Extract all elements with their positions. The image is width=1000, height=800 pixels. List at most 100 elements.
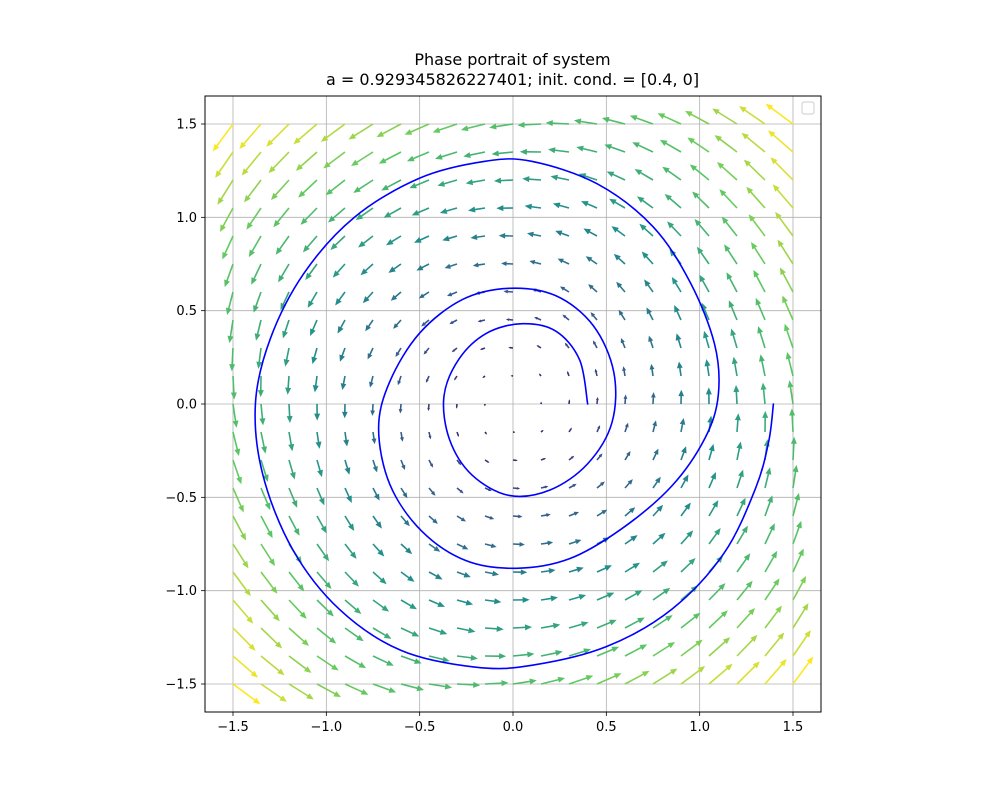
field-arrow [734,413,741,433]
field-arrow [792,603,809,629]
field-arrow [566,370,570,377]
field-arrow [390,291,402,301]
field-arrow [411,207,430,216]
field-arrow [652,420,657,433]
field-arrow [652,532,666,545]
field-arrow [568,399,571,405]
field-arrow [538,373,542,377]
x-tick-label: −1.5 [217,720,249,735]
field-arrow [484,403,486,407]
field-arrow [692,191,710,209]
field-arrow [350,151,374,166]
field-arrow [400,627,420,637]
field-arrow [344,543,357,559]
field-arrow [664,193,682,209]
field-arrow [414,235,430,243]
field-arrow [703,330,710,349]
field-arrow [484,431,488,435]
field-arrow [344,599,362,615]
field-arrow [300,207,318,225]
field-arrow [362,291,374,304]
field-arrow [512,651,535,658]
field-arrow [680,666,706,685]
field-arrow [675,333,682,349]
field-arrow [736,634,758,657]
field-arrow [310,319,318,336]
field-arrow [746,186,766,209]
y-tick-label: −0.5 [165,491,197,506]
chart-title: Phase portrait of system [414,50,611,69]
field-arrow [696,246,710,265]
field-arrow [632,142,654,153]
field-arrow [260,543,275,567]
field-arrow [372,599,390,612]
trajectory-layer [254,158,775,670]
field-arrow [755,297,766,321]
field-arrow [456,571,471,578]
field-arrow [652,615,673,629]
field-arrow [400,543,413,555]
field-arrow [293,123,318,145]
field-arrow [367,347,374,360]
field-arrow [344,487,352,503]
y-axis: −1.5 −1.0 −0.5 0.0 0.5 1.0 1.5 [165,118,205,693]
field-arrow [624,422,629,433]
x-tick-label: 0.0 [503,720,524,735]
field-arrow [519,148,542,155]
field-arrow [275,235,290,255]
field-arrow [636,196,654,209]
field-arrow [256,347,263,369]
x-axis: −1.5 −1.0 −0.5 0.0 0.5 1.0 1.5 [217,712,803,735]
y-tick-label: 1.0 [176,211,197,226]
field-arrow [540,457,547,461]
field-arrow [230,375,237,400]
field-arrow [787,380,794,405]
field-arrow [671,277,682,293]
field-arrow [646,307,654,321]
field-arrow [512,596,530,603]
field-arrow [416,263,430,271]
field-arrow [624,644,648,657]
field-arrow [311,347,318,365]
field-arrow [624,670,650,685]
field-arrow [751,241,766,265]
field-arrow [484,680,509,687]
field-arrow [400,487,408,499]
field-arrow [648,335,654,349]
field-arrow [652,668,678,685]
field-arrow [529,260,542,265]
field-arrow [339,347,346,362]
field-arrow [652,448,659,461]
field-arrow [266,123,290,147]
field-arrow [623,394,628,405]
field-arrow [369,375,374,388]
field-arrow [699,274,710,293]
field-arrow [596,481,605,489]
field-arrow [288,599,307,619]
field-arrow [332,263,346,278]
field-arrow [470,234,486,241]
field-arrow [397,375,402,386]
x-tick-label: −1.0 [311,720,343,735]
field-arrow [704,359,711,377]
field-arrow [372,571,387,585]
field-arrow [353,179,374,193]
field-arrow [594,368,598,377]
field-arrow [288,571,305,592]
field-arrow [792,520,802,545]
field-arrow [721,216,738,237]
field-arrow [232,431,241,457]
field-arrow [254,319,262,341]
field-arrow [493,177,514,184]
field-arrow [540,540,554,546]
field-arrow [576,145,598,153]
x-tick-label: 1.0 [689,720,710,735]
field-arrow [680,639,703,657]
field-arrow [689,164,710,181]
field-arrow [400,571,415,582]
field-arrow [792,492,801,517]
field-arrow [212,123,234,152]
field-arrow [370,403,376,416]
field-arrow [259,403,266,426]
field-arrow [540,429,544,433]
